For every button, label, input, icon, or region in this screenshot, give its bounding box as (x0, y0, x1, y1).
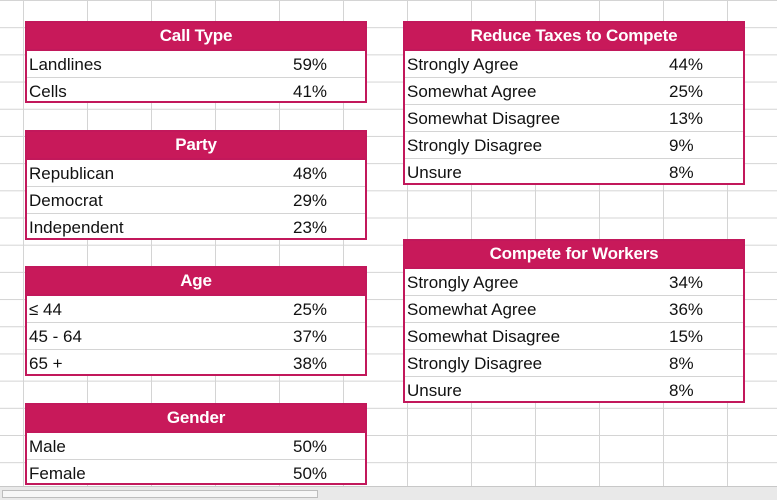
table-row[interactable]: Strongly Disagree 8% (405, 350, 743, 377)
row-label: Independent (29, 218, 124, 237)
row-value: 34% (669, 273, 704, 292)
table-row[interactable]: Strongly Agree 44% (405, 51, 743, 78)
gender-title[interactable]: Gender (27, 405, 365, 433)
age-table: Age ≤ 44 25% 45 - 64 37% 65 + 38% (25, 266, 367, 376)
reduce-taxes-title[interactable]: Reduce Taxes to Compete (405, 23, 743, 51)
party-title[interactable]: Party (27, 132, 365, 160)
row-label: Male (29, 437, 66, 456)
row-label: Unsure (407, 381, 462, 400)
row-label: Somewhat Disagree (407, 109, 561, 128)
row-label: 65 + (29, 354, 63, 373)
row-value: 59% (293, 55, 328, 74)
row-label: Somewhat Agree (407, 82, 537, 101)
row-value: 8% (669, 163, 694, 182)
table-row[interactable]: Strongly Disagree 9% (405, 132, 743, 159)
horizontal-scrollbar[interactable] (0, 486, 777, 500)
table-row[interactable]: Somewhat Disagree 15% (405, 323, 743, 350)
row-label: Somewhat Agree (407, 300, 537, 319)
table-row[interactable]: 45 - 64 37% (27, 323, 365, 350)
row-label: Republican (29, 164, 115, 183)
compete-workers-table: Compete for Workers Strongly Agree 34% S… (403, 239, 745, 403)
row-value: 13% (669, 109, 704, 128)
table-row[interactable]: Unsure 8% (405, 159, 743, 186)
row-label: Unsure (407, 163, 462, 182)
row-label: Strongly Disagree (407, 136, 543, 155)
gender-table: Gender Male 50% Female 50% (25, 403, 367, 485)
row-value: 9% (669, 136, 694, 155)
row-value: 25% (669, 82, 704, 101)
row-value: 50% (293, 437, 328, 456)
row-value: 23% (293, 218, 328, 237)
reduce-taxes-table: Reduce Taxes to Compete Strongly Agree 4… (403, 21, 745, 185)
table-row[interactable]: Republican 48% (27, 160, 365, 187)
table-row[interactable]: 65 + 38% (27, 350, 365, 377)
row-value: 8% (669, 354, 694, 373)
row-value: 25% (293, 300, 328, 319)
row-label: Democrat (29, 191, 103, 210)
row-value: 8% (669, 381, 694, 400)
row-label: 45 - 64 (29, 327, 82, 346)
table-row[interactable]: Strongly Agree 34% (405, 269, 743, 296)
table-row[interactable]: Somewhat Agree 25% (405, 78, 743, 105)
row-value: 38% (293, 354, 328, 373)
row-label: Cells (29, 82, 67, 101)
row-value: 37% (293, 327, 328, 346)
scrollbar-thumb[interactable] (2, 490, 318, 498)
row-label: Strongly Agree (407, 55, 519, 74)
table-row[interactable]: Independent 23% (27, 214, 365, 241)
row-value: 29% (293, 191, 328, 210)
row-label: Strongly Agree (407, 273, 519, 292)
table-row[interactable]: Cells 41% (27, 78, 365, 105)
table-row[interactable]: Democrat 29% (27, 187, 365, 214)
row-label: Landlines (29, 55, 102, 74)
table-row[interactable]: Somewhat Agree 36% (405, 296, 743, 323)
age-title[interactable]: Age (27, 268, 365, 296)
table-row[interactable]: Female 50% (27, 460, 365, 487)
compete-workers-title[interactable]: Compete for Workers (405, 241, 743, 269)
row-value: 44% (669, 55, 704, 74)
table-row[interactable]: Unsure 8% (405, 377, 743, 404)
party-table: Party Republican 48% Democrat 29% Indepe… (25, 130, 367, 240)
row-value: 41% (293, 82, 328, 101)
table-row[interactable]: ≤ 44 25% (27, 296, 365, 323)
row-value: 36% (669, 300, 704, 319)
row-label: Female (29, 464, 86, 483)
row-value: 48% (293, 164, 328, 183)
table-row[interactable]: Landlines 59% (27, 51, 365, 78)
call-type-title[interactable]: Call Type (27, 23, 365, 51)
row-label: Strongly Disagree (407, 354, 543, 373)
table-row[interactable]: Male 50% (27, 433, 365, 460)
row-label: Somewhat Disagree (407, 327, 561, 346)
row-value: 15% (669, 327, 704, 346)
row-label: ≤ 44 (29, 300, 62, 319)
row-value: 50% (293, 464, 328, 483)
table-row[interactable]: Somewhat Disagree 13% (405, 105, 743, 132)
call-type-table: Call Type Landlines 59% Cells 41% (25, 21, 367, 103)
